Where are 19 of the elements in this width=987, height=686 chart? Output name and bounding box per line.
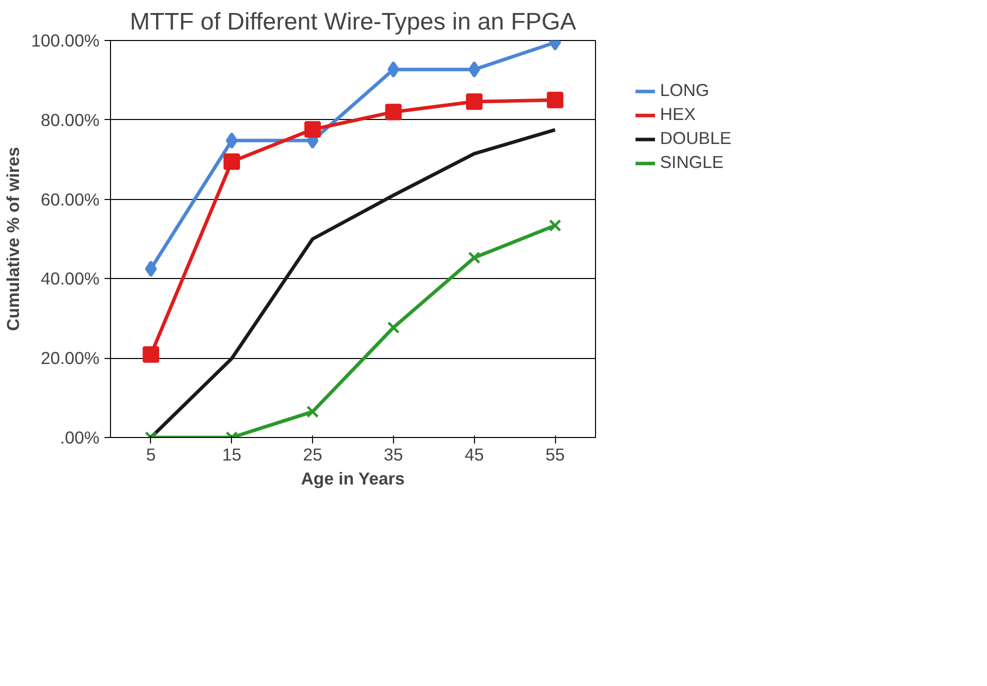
legend-label: DOUBLE — [660, 128, 732, 149]
x-tick-label: 45 — [464, 444, 484, 464]
y-tick-label: 100.00% — [31, 30, 100, 50]
y-axis-title: Cumulative % of wires — [3, 147, 24, 331]
x-tick-label: 15 — [222, 444, 242, 464]
legend-label: SINGLE — [660, 152, 724, 173]
x-tick-label: 25 — [302, 444, 322, 464]
y-tick-label: 80.00% — [40, 110, 100, 130]
x-axis-title: Age in Years — [300, 468, 405, 488]
y-tick-label: 60.00% — [40, 189, 100, 210]
legend-label: LONG — [660, 80, 710, 101]
x-tick-label: 55 — [545, 444, 565, 464]
x-tick-label: 5 — [146, 444, 156, 464]
x-tick-label: 35 — [384, 444, 404, 464]
y-tick-label: 40.00% — [40, 268, 100, 289]
legend-label: HEX — [660, 104, 696, 125]
y-tick-label: 20.00% — [40, 348, 100, 368]
y-tick-label: .00% — [60, 428, 100, 448]
chart-title: MTTF of Different Wire-Types in an FPGA — [130, 8, 576, 36]
